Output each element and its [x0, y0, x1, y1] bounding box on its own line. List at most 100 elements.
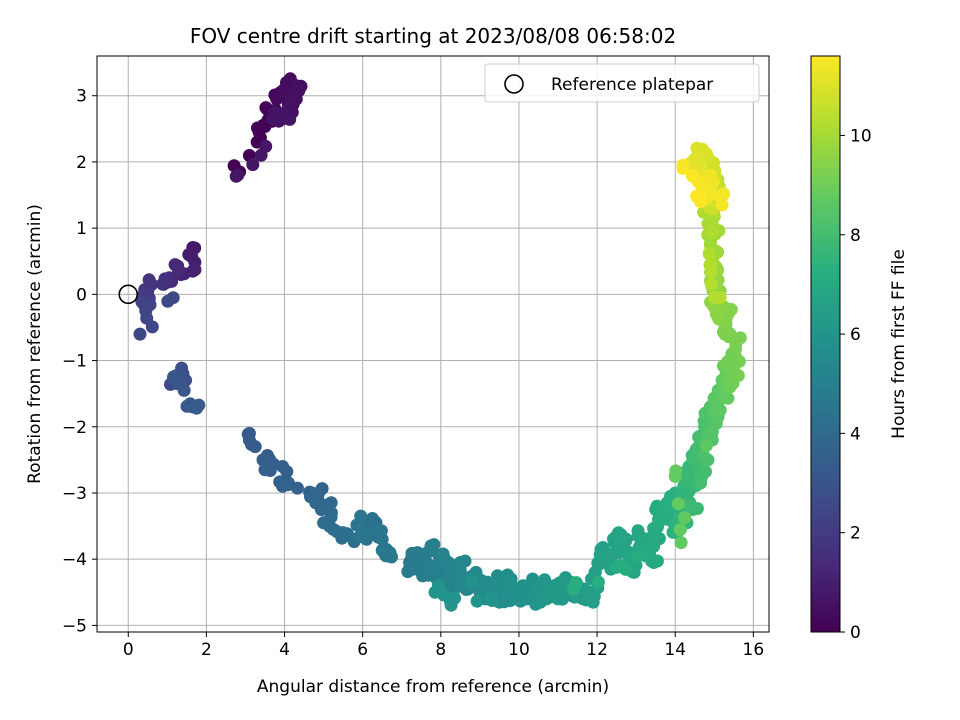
data-point — [379, 549, 393, 563]
data-point — [591, 575, 605, 589]
chart-title: FOV centre drift starting at 2023/08/08 … — [190, 24, 676, 48]
y-tick-label: −2 — [62, 418, 87, 438]
data-point — [674, 536, 688, 550]
legend: Reference platepar — [484, 63, 760, 103]
data-point — [281, 99, 295, 113]
colorbar-gradient — [810, 55, 841, 633]
x-tick-label: 0 — [123, 640, 134, 660]
colorbar-tick-label: 2 — [850, 524, 861, 544]
data-point — [375, 532, 389, 546]
data-point — [672, 497, 685, 511]
data-point — [504, 577, 518, 591]
x-tick-label: 4 — [279, 640, 290, 660]
data-point — [448, 591, 462, 605]
data-point — [567, 582, 581, 596]
data-point — [704, 277, 718, 291]
colorbar-tick-label: 6 — [850, 325, 861, 345]
colorbar-ticks: 0 2 4 6 8 10 — [840, 126, 872, 643]
data-point — [732, 354, 746, 368]
grid-lines — [97, 56, 769, 632]
colorbar-tick-label: 8 — [850, 226, 861, 246]
data-point — [683, 499, 697, 513]
data-point — [245, 438, 258, 451]
data-point — [704, 265, 718, 279]
y-tick-label: −5 — [62, 616, 87, 636]
y-axis: −5 −4 −3 −2 −1 0 1 2 3 — [62, 87, 97, 636]
x-axis: 0 2 4 6 8 10 12 14 16 — [123, 632, 764, 660]
data-point — [707, 156, 720, 170]
legend-marker-icon — [504, 74, 524, 94]
data-point — [586, 595, 600, 609]
data-point — [673, 523, 687, 537]
data-point — [718, 322, 732, 336]
data-point — [702, 247, 716, 261]
plot-frame — [96, 55, 770, 633]
data-point — [280, 465, 294, 479]
data-point — [171, 263, 185, 277]
y-tick-label: 2 — [76, 153, 87, 173]
data-point — [714, 190, 728, 204]
data-point — [491, 569, 504, 583]
x-tick-label: 6 — [357, 640, 368, 660]
data-point — [188, 263, 202, 277]
data-point — [631, 549, 645, 563]
data-point — [526, 572, 540, 586]
data-point — [133, 327, 147, 341]
data-point — [652, 532, 666, 546]
reference-platepar-marker — [118, 284, 139, 305]
data-point — [241, 427, 255, 441]
y-tick-label: −4 — [62, 550, 87, 570]
data-point — [713, 291, 727, 305]
data-point — [177, 383, 191, 397]
legend-label: Reference platepar — [551, 75, 713, 95]
data-point — [709, 416, 723, 430]
data-point — [699, 465, 712, 479]
data-point — [650, 554, 664, 568]
x-tick-label: 16 — [743, 640, 765, 660]
data-point — [458, 554, 472, 568]
data-point — [190, 401, 204, 415]
data-point — [723, 380, 737, 394]
y-tick-label: −1 — [62, 352, 87, 372]
y-tick-label: 0 — [76, 285, 87, 305]
data-point — [610, 560, 624, 574]
x-tick-label: 12 — [586, 640, 608, 660]
data-point — [678, 511, 692, 525]
y-tick-label: −3 — [62, 484, 87, 504]
data-point — [231, 168, 245, 182]
data-point — [705, 225, 719, 239]
data-point — [699, 439, 713, 453]
data-point — [470, 594, 484, 608]
data-point — [647, 521, 661, 535]
colorbar-label: Hours from first FF file — [889, 249, 909, 439]
data-point — [465, 574, 478, 588]
data-point — [485, 592, 499, 606]
data-point — [650, 499, 664, 513]
data-point — [668, 469, 682, 483]
data-point — [145, 320, 159, 334]
legend-box — [484, 63, 760, 103]
colorbar-tick-label: 0 — [850, 623, 861, 643]
data-point — [694, 195, 708, 209]
data-point — [711, 311, 725, 324]
y-axis-label: Rotation from reference (arcmin) — [25, 204, 45, 484]
x-tick-label: 14 — [664, 640, 686, 660]
data-point — [425, 540, 438, 554]
data-point — [324, 506, 338, 520]
y-tick-label: 1 — [76, 219, 87, 239]
colorbar-tick-label: 10 — [850, 126, 872, 146]
data-point — [358, 525, 371, 539]
data-point — [158, 272, 172, 286]
data-point — [717, 390, 731, 404]
data-point — [354, 509, 368, 523]
colorbar: 0 2 4 6 8 10 Hours from first FF file — [810, 55, 909, 643]
data-point — [685, 169, 699, 183]
data-point — [694, 476, 708, 490]
data-point — [324, 496, 338, 510]
y-tick-label: 3 — [76, 87, 87, 107]
data-point — [676, 162, 690, 175]
data-point — [290, 481, 304, 495]
data-point — [166, 291, 180, 305]
data-point — [246, 158, 260, 172]
